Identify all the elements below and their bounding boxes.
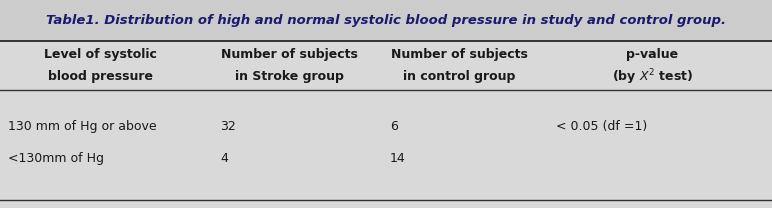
- Text: 32: 32: [220, 120, 235, 133]
- Text: Number of subjects: Number of subjects: [391, 48, 528, 61]
- Text: p-value: p-value: [626, 48, 679, 61]
- Text: 4: 4: [220, 152, 228, 165]
- Text: 6: 6: [390, 120, 398, 133]
- Text: 14: 14: [390, 152, 405, 165]
- Text: (by $\mathit{X}^2$ test): (by $\mathit{X}^2$ test): [611, 67, 693, 87]
- Text: Number of subjects: Number of subjects: [221, 48, 358, 61]
- Text: in control group: in control group: [403, 71, 516, 83]
- Text: <130mm of Hg: <130mm of Hg: [8, 152, 103, 165]
- FancyBboxPatch shape: [0, 0, 772, 41]
- Text: < 0.05 (df =1): < 0.05 (df =1): [556, 120, 647, 133]
- Text: Table1. Distribution of high and normal systolic blood pressure in study and con: Table1. Distribution of high and normal …: [46, 14, 726, 27]
- Text: 130 mm of Hg or above: 130 mm of Hg or above: [8, 120, 157, 133]
- Text: blood pressure: blood pressure: [48, 71, 153, 83]
- Text: Level of systolic: Level of systolic: [44, 48, 157, 61]
- Text: in Stroke group: in Stroke group: [235, 71, 344, 83]
